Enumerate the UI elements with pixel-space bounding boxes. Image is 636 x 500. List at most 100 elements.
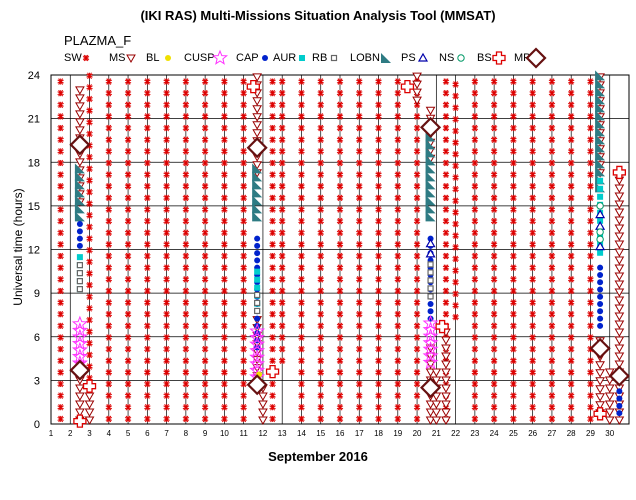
sw-marker	[201, 357, 209, 365]
sw-marker	[221, 403, 228, 411]
sw-marker	[182, 334, 190, 341]
sw-marker	[587, 229, 594, 237]
sw-marker	[105, 310, 113, 318]
sw-marker	[317, 415, 324, 423]
sw-marker	[548, 310, 556, 318]
ms-marker	[75, 86, 85, 95]
sw-marker	[442, 241, 450, 248]
sw-marker	[490, 357, 498, 365]
sw-marker	[452, 104, 459, 111]
sw-marker	[317, 113, 324, 120]
sw-marker	[105, 264, 113, 271]
sw-marker	[105, 171, 113, 178]
sw-marker	[548, 89, 556, 97]
sw-marker	[86, 235, 93, 242]
sw-marker	[201, 217, 209, 225]
sw-marker	[567, 241, 575, 248]
lobn-marker	[74, 195, 85, 206]
sw-marker	[182, 369, 190, 376]
sw-marker	[182, 171, 190, 178]
x-tick-label: 17	[355, 429, 364, 438]
sw-marker	[163, 369, 170, 376]
sw-marker	[490, 124, 498, 132]
x-tick-label: 18	[374, 429, 383, 438]
sw-marker	[394, 357, 402, 365]
sw-marker	[269, 229, 276, 237]
sw-marker	[201, 415, 209, 423]
sw-marker	[278, 113, 286, 120]
sw-marker	[201, 252, 209, 260]
sw-marker	[182, 217, 190, 225]
sw-marker	[356, 148, 363, 155]
sw-marker	[587, 252, 594, 260]
x-tick-label: 24	[490, 429, 499, 438]
sw-marker	[57, 89, 64, 97]
sw-marker	[57, 206, 64, 213]
sw-marker	[548, 148, 556, 155]
sw-marker	[221, 89, 228, 97]
sw-marker	[336, 345, 344, 353]
legend-label: SW	[64, 52, 82, 64]
cusp-marker	[71, 322, 88, 338]
sw-marker	[144, 229, 151, 237]
sw-marker	[86, 72, 93, 80]
rb-marker	[76, 278, 84, 285]
sw-marker	[510, 206, 517, 213]
sw-marker	[86, 165, 93, 173]
sw-marker	[124, 392, 132, 399]
sw-marker	[356, 334, 363, 341]
aur-marker	[254, 276, 261, 283]
sw-marker	[57, 217, 64, 225]
sw-marker	[144, 217, 151, 225]
sw-marker	[490, 206, 498, 213]
sw-marker	[201, 276, 209, 283]
sw-marker	[529, 101, 536, 109]
sw-marker	[336, 369, 344, 376]
legend-label: RB	[312, 52, 327, 64]
lobn-marker	[595, 166, 606, 177]
sw-marker	[269, 148, 276, 155]
sw-marker	[240, 217, 247, 225]
sw-marker	[413, 159, 421, 167]
sw-marker	[567, 299, 575, 306]
mp-marker	[69, 359, 91, 381]
sw-marker	[356, 276, 363, 283]
sw-marker	[163, 182, 170, 190]
sw-marker	[105, 194, 113, 202]
sw-marker	[413, 276, 421, 283]
legend-label: CAP	[236, 52, 259, 64]
cusp-marker	[422, 341, 439, 357]
sw-marker	[375, 229, 382, 237]
sw-marker	[336, 171, 344, 178]
sw-marker	[182, 252, 190, 260]
sw-marker	[356, 345, 363, 353]
y-tick-label: 18	[28, 157, 40, 169]
sw-marker	[317, 89, 324, 97]
legend-label: AUR	[273, 52, 296, 64]
sw-marker	[452, 220, 459, 228]
sw-marker	[278, 101, 286, 109]
ms-marker	[126, 54, 136, 64]
mp-marker	[419, 377, 442, 399]
sw-marker	[221, 415, 228, 423]
sw-marker	[163, 276, 170, 283]
sw-marker	[57, 299, 64, 306]
lobn-marker	[74, 203, 85, 214]
sw-marker	[490, 369, 498, 376]
sw-marker	[57, 182, 64, 190]
sw-marker	[269, 252, 276, 260]
sw-marker	[510, 415, 517, 423]
sw-marker	[490, 136, 498, 143]
sw-marker	[317, 310, 324, 318]
sw-marker	[587, 148, 594, 155]
sw-marker	[105, 206, 113, 213]
sw-marker	[375, 206, 382, 213]
sw-marker	[510, 310, 517, 318]
cap-marker	[427, 308, 434, 315]
sw-marker	[298, 299, 305, 306]
sw-marker	[356, 369, 363, 376]
x-tick-label: 15	[316, 429, 325, 438]
sw-marker	[529, 136, 536, 143]
sw-marker	[587, 380, 594, 388]
legend-item-ns: NS	[439, 52, 465, 64]
